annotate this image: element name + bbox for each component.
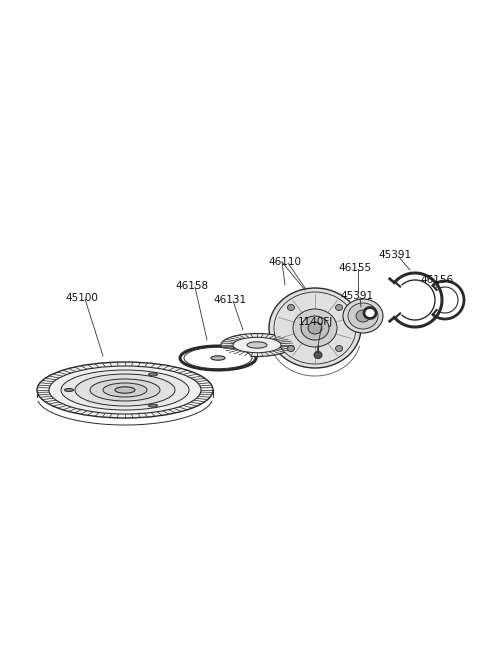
Ellipse shape [348,303,378,329]
Ellipse shape [233,337,281,352]
Ellipse shape [64,388,73,392]
Ellipse shape [103,383,147,397]
Ellipse shape [293,309,337,347]
Ellipse shape [288,345,294,352]
Ellipse shape [115,387,135,393]
Ellipse shape [364,307,376,318]
Ellipse shape [274,292,356,364]
Text: 45391: 45391 [340,291,373,301]
Text: 45100: 45100 [65,293,98,303]
Text: 45391: 45391 [378,250,411,260]
Ellipse shape [61,370,189,410]
Ellipse shape [356,310,370,322]
Ellipse shape [288,305,294,310]
Ellipse shape [211,356,225,360]
Ellipse shape [336,305,343,310]
Ellipse shape [336,345,343,352]
Text: 1140FJ: 1140FJ [298,317,333,327]
Ellipse shape [269,288,361,368]
Ellipse shape [37,362,213,418]
Ellipse shape [247,342,267,348]
Ellipse shape [308,322,322,334]
Ellipse shape [90,379,160,401]
Text: 46158: 46158 [175,281,208,291]
Text: 46131: 46131 [213,295,246,305]
Ellipse shape [314,352,322,358]
Ellipse shape [343,299,383,333]
Ellipse shape [148,404,157,407]
Ellipse shape [301,316,329,340]
Ellipse shape [180,346,256,370]
Ellipse shape [184,347,252,369]
Ellipse shape [148,373,157,376]
Ellipse shape [75,374,175,406]
Text: 46155: 46155 [338,263,371,273]
Ellipse shape [49,366,201,414]
Ellipse shape [221,333,293,356]
Text: 46110: 46110 [268,257,301,267]
Text: 46156: 46156 [420,275,453,285]
